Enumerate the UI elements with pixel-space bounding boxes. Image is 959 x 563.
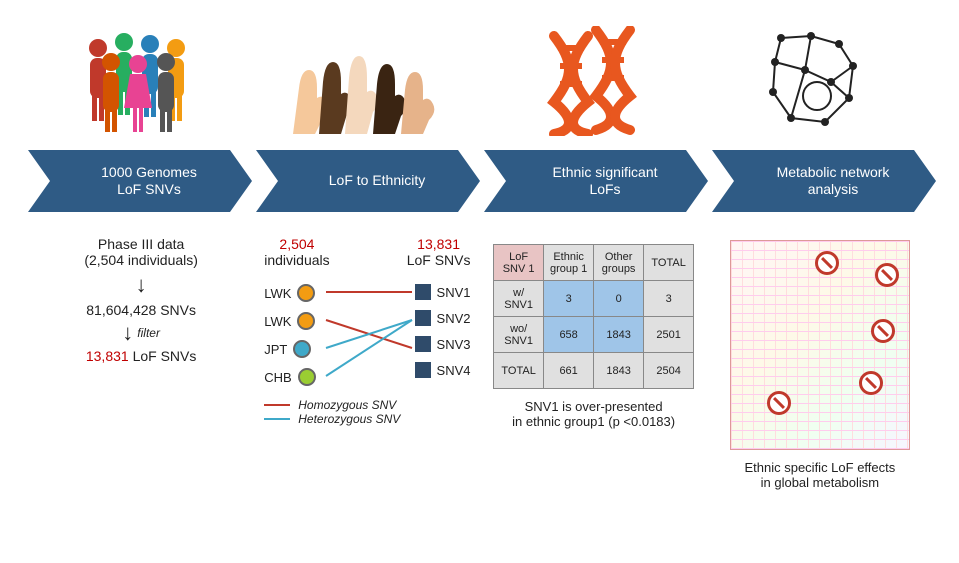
- snv-item: SNV3: [415, 336, 471, 352]
- hands-icon: [253, 14, 478, 144]
- detail-row: Phase III data (2,504 individuals) ↓ 81,…: [28, 230, 933, 490]
- ethmap-header: 2,504 individuals 13,831 LoF SNVs: [264, 236, 470, 268]
- ethnicity-item: CHB: [264, 368, 315, 386]
- ethnicity-dot-icon: [298, 368, 316, 386]
- ethnicity-item: LWK: [264, 312, 315, 330]
- individuals-count: 2,504: [264, 236, 329, 252]
- table-cell: 0: [594, 281, 644, 317]
- table-cell: 3: [644, 281, 694, 317]
- arrow-down-icon: ↓: [38, 274, 244, 296]
- table-caption: SNV1 is over-presented in ethnic group1 …: [491, 399, 697, 429]
- table-cell: 1843: [594, 353, 644, 389]
- blocked-icon: [859, 371, 883, 395]
- stage-2: LoF to Ethnicity: [256, 150, 480, 212]
- legend: Homozygous SNV Heterozygous SNV: [264, 398, 470, 426]
- ethnicity-dot-icon: [293, 340, 311, 358]
- pathway-map: [730, 240, 910, 450]
- network-icon: [703, 14, 928, 144]
- snv-square-icon: [415, 310, 431, 326]
- stage-1: 1000 Genomes LoF SNVs: [28, 150, 252, 212]
- lof-count-unit: LoF SNVs: [129, 348, 197, 364]
- table-caption-l1: SNV1 is over-presented: [491, 399, 697, 414]
- lof-count-value: 13,831: [86, 348, 129, 364]
- people-icon: [28, 14, 253, 144]
- ethnicity-item: JPT: [264, 340, 315, 358]
- legend-swatch-hetero: [264, 418, 290, 420]
- table-col-header: Ethnic group 1: [544, 245, 594, 281]
- col-phase3: Phase III data (2,504 individuals) ↓ 81,…: [28, 230, 254, 490]
- col-ethnicity-map: 2,504 individuals 13,831 LoF SNVs LWKLWK…: [254, 230, 480, 490]
- snv-label: SNV1: [437, 285, 471, 300]
- snv-label: SNV4: [437, 363, 471, 378]
- pathway-caption-l1: Ethnic specific LoF effects: [717, 460, 923, 475]
- snv-total: 81,604,428 SNVs: [38, 302, 244, 318]
- table-col-header: Other groups: [594, 245, 644, 281]
- table-cell: 3: [544, 281, 594, 317]
- table-cell: 2504: [644, 353, 694, 389]
- table-row-header: TOTAL: [494, 353, 544, 389]
- contingency-table: LoF SNV 1Ethnic group 1Other groupsTOTAL…: [493, 244, 694, 389]
- ethnicity-item: LWK: [264, 284, 315, 302]
- table-cell: 661: [544, 353, 594, 389]
- dna-icon: [478, 14, 703, 144]
- snv-item: SNV1: [415, 284, 471, 300]
- snv-square-icon: [415, 362, 431, 378]
- table-caption-l2: in ethnic group1 (p <0.0183): [491, 414, 697, 429]
- pathway-caption: Ethnic specific LoF effects in global me…: [717, 460, 923, 490]
- table-row-header: w/ SNV1: [494, 281, 544, 317]
- table-row-header: wo/ SNV1: [494, 317, 544, 353]
- blocked-icon: [815, 251, 839, 275]
- legend-swatch-homo: [264, 404, 290, 406]
- legend-homo: Homozygous SNV: [298, 398, 396, 412]
- table-cell: 658: [544, 317, 594, 353]
- lof-snv-count: 13,831 LoF SNVs: [38, 348, 244, 364]
- blocked-icon: [767, 391, 791, 415]
- arrow-down-icon: ↓: [122, 322, 133, 344]
- snv-square-icon: [415, 284, 431, 300]
- table-cell: 1843: [594, 317, 644, 353]
- ethnicity-dot-icon: [297, 284, 315, 302]
- icons-row: [28, 14, 928, 144]
- legend-hetero: Heterozygous SNV: [298, 412, 400, 426]
- ethnicity-dot-icon: [297, 312, 315, 330]
- snv-square-icon: [415, 336, 431, 352]
- table-col-header: TOTAL: [644, 245, 694, 281]
- stage-2-label: LoF to Ethnicity: [329, 172, 426, 190]
- col-contingency: LoF SNV 1Ethnic group 1Other groupsTOTAL…: [481, 230, 707, 490]
- table-corner: LoF SNV 1: [494, 245, 544, 281]
- ethnicity-label: LWK: [264, 286, 291, 301]
- snv-label: SNV3: [437, 337, 471, 352]
- stage-row: 1000 Genomes LoF SNVs LoF to Ethnicity E…: [28, 150, 936, 212]
- snv-label: SNV2: [437, 311, 471, 326]
- blocked-icon: [871, 319, 895, 343]
- phase3-line1: Phase III data: [38, 236, 244, 252]
- pathway-caption-l2: in global metabolism: [717, 475, 923, 490]
- lofsnv-label: LoF SNVs: [407, 252, 471, 268]
- stage-3: Ethnic significant LoFs: [484, 150, 708, 212]
- phase3-line2: (2,504 individuals): [38, 252, 244, 268]
- blocked-icon: [875, 263, 899, 287]
- ethnicity-label: CHB: [264, 370, 291, 385]
- col-pathway: Ethnic specific LoF effects in global me…: [707, 230, 933, 490]
- stage-1-label: 1000 Genomes LoF SNVs: [101, 164, 197, 199]
- lofsnv-count: 13,831: [407, 236, 471, 252]
- snv-item: SNV4: [415, 362, 471, 378]
- stage-4: Metabolic network analysis: [712, 150, 936, 212]
- ethnicity-label: LWK: [264, 314, 291, 329]
- ethmap-body: LWK LWK JPT CHB SNV1 SNV2 SNV3 SNV4: [264, 272, 470, 386]
- filter-label: filter: [137, 326, 160, 340]
- ethnicity-label: JPT: [264, 342, 287, 357]
- individuals-label: individuals: [264, 252, 329, 268]
- snv-item: SNV2: [415, 310, 471, 326]
- table-cell: 2501: [644, 317, 694, 353]
- stage-4-label: Metabolic network analysis: [777, 164, 890, 199]
- stage-3-label: Ethnic significant LoFs: [552, 164, 657, 199]
